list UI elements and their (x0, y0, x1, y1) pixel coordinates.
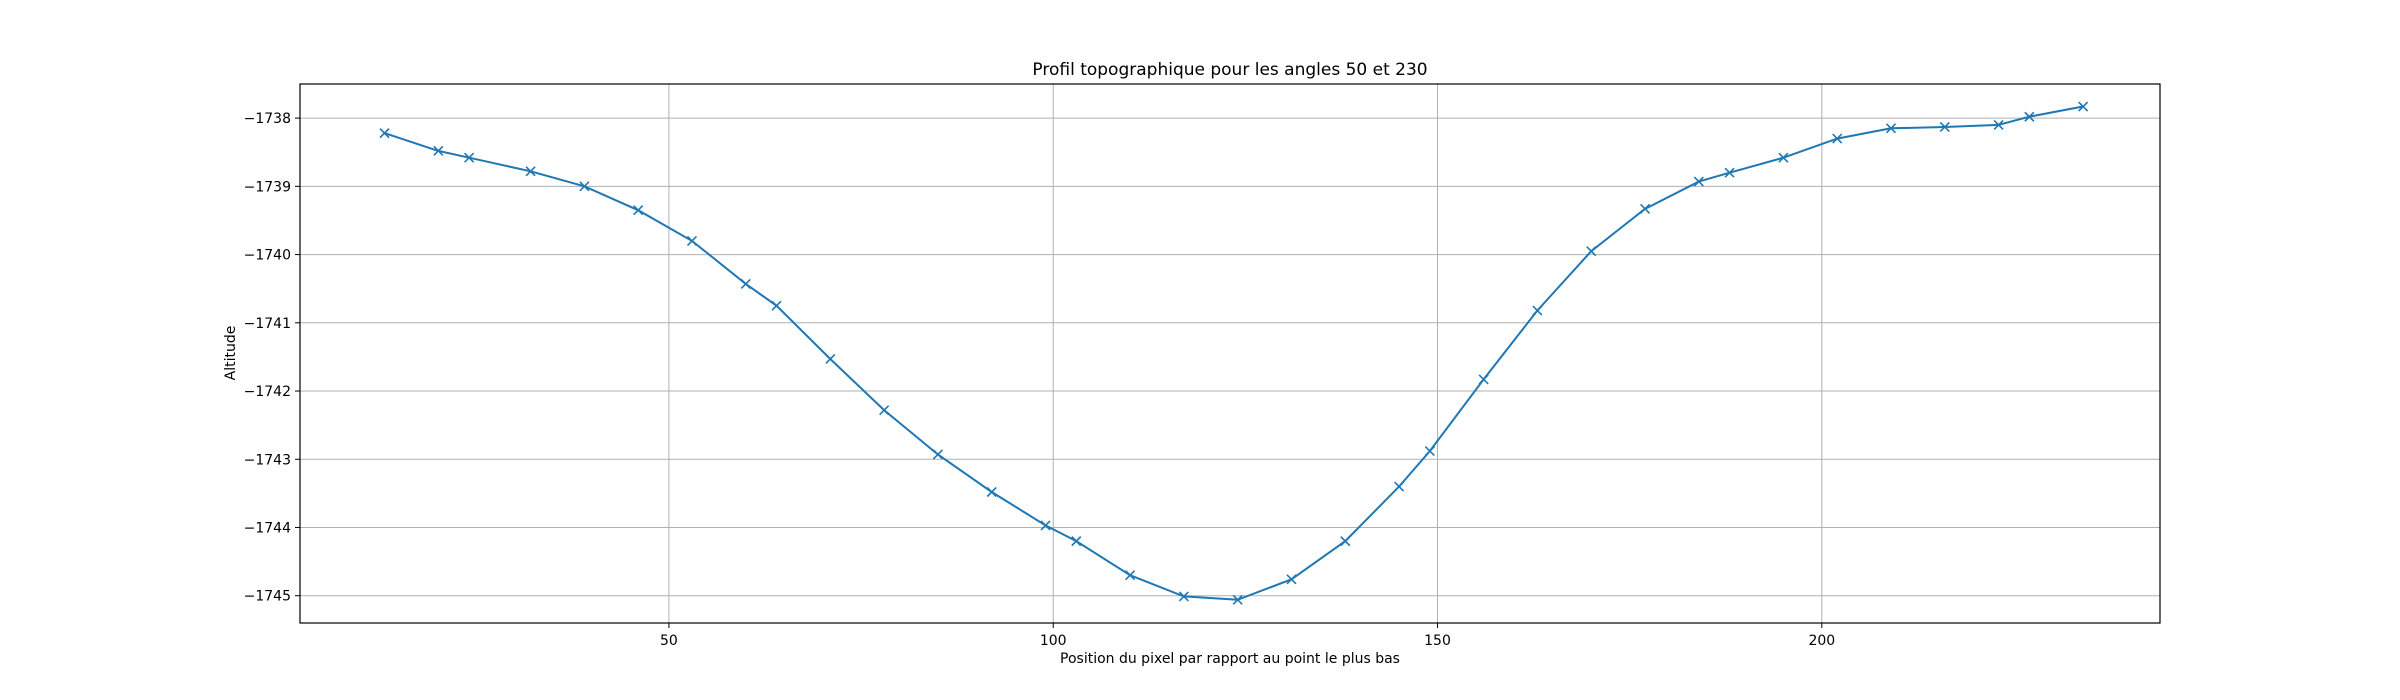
data-point-marker (1724, 167, 1735, 178)
data-point-marker (525, 166, 536, 177)
data-point-marker (1693, 176, 1704, 187)
series-line (384, 105, 2084, 601)
data-point-marker (1586, 246, 1597, 257)
data-point-marker (771, 300, 782, 311)
data-point-marker (433, 145, 444, 156)
data-point-marker (1532, 305, 1543, 316)
y-tick-label: −1740 (244, 248, 291, 264)
data-point-marker (1286, 574, 1297, 585)
data-point-marker (1040, 520, 1051, 531)
data-point-marker (1832, 133, 1843, 144)
data-point-marker (633, 205, 644, 216)
y-tick-label: −1741 (244, 316, 291, 332)
x-tick-label: 200 (1808, 633, 1835, 649)
x-tick-label: 50 (660, 633, 678, 649)
x-axis-label: Position du pixel par rapport au point l… (1060, 651, 1400, 667)
y-tick-label: −1739 (244, 179, 291, 195)
data-point-marker (1232, 594, 1243, 605)
data-point-marker (825, 353, 836, 365)
data-point-marker (1178, 591, 1189, 602)
data-point-marker (1993, 119, 2004, 131)
data-point-marker (1778, 152, 1789, 163)
y-tick-label: −1745 (244, 589, 291, 605)
series-layer (379, 101, 2089, 605)
y-axis-label: Altitude (223, 326, 239, 381)
plot-frame (299, 83, 2161, 624)
data-point-marker (1125, 570, 1136, 581)
y-tick-label: −1744 (244, 520, 291, 536)
data-point-marker (986, 486, 997, 498)
data-point-marker (1071, 536, 1082, 547)
data-point-marker (740, 278, 751, 289)
data-point-marker (1885, 123, 1897, 134)
data-point-marker (932, 449, 943, 460)
data-point-marker (379, 128, 390, 139)
data-point-marker (879, 405, 890, 416)
chart-title: Profil topographique pour les angles 50 … (1032, 60, 1427, 80)
data-point-marker (464, 152, 475, 163)
y-tick-label: −1742 (244, 384, 291, 400)
grid-lines (300, 84, 2160, 623)
data-point-marker (1394, 481, 1405, 492)
x-tick-label: 100 (1040, 633, 1067, 649)
data-point-marker (579, 181, 590, 192)
data-point-marker (2078, 101, 2089, 112)
y-tick-label: −1743 (244, 452, 291, 468)
data-point-marker (1639, 203, 1651, 214)
data-point-marker (2024, 111, 2035, 122)
x-tick-label: 150 (1424, 633, 1451, 649)
data-point-marker (1939, 121, 1950, 133)
axis-ticks: 50 100 150 200 −1738 −1739 −1740 −1741 −1742 −174… (244, 111, 1836, 649)
data-point-marker (686, 235, 698, 246)
y-tick-label: −1738 (244, 111, 291, 127)
data-point-marker (1478, 374, 1489, 385)
data-point-marker (1424, 446, 1435, 457)
data-point-marker (1340, 536, 1351, 547)
